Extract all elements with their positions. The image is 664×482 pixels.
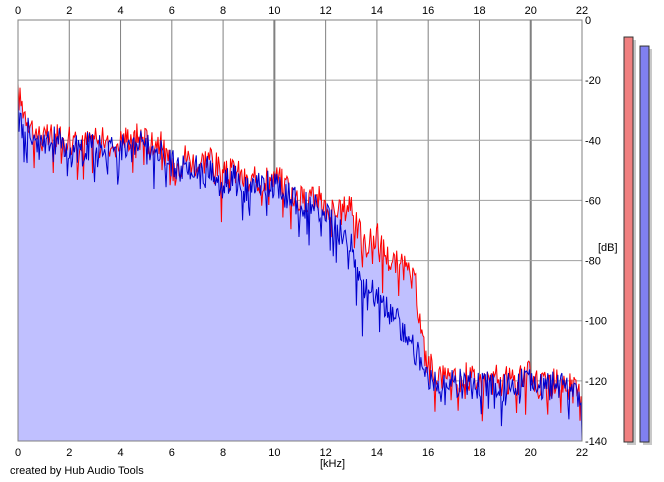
tick-label-x-top: 22: [576, 5, 588, 17]
tick-label-x-bottom: 20: [525, 447, 537, 459]
tick-label-x-top: 4: [117, 5, 123, 17]
tick-label-x-bottom: 4: [117, 447, 123, 459]
tick-label-x-top: 12: [320, 5, 332, 17]
tick-label-y: -20: [585, 75, 601, 87]
series-line-1: [17, 83, 583, 422]
tick-label-y: -120: [585, 376, 607, 388]
level-meter-right: [639, 45, 650, 443]
fill-layer: [18, 83, 582, 441]
x-axis-unit: [kHz]: [320, 458, 345, 470]
tick-label-x-top: 0: [15, 5, 21, 17]
y-axis-unit: [dB]: [598, 242, 618, 254]
tick-label-y: -80: [585, 256, 601, 268]
level-meters: [623, 36, 652, 446]
tick-label-x-bottom: 0: [15, 447, 21, 459]
tick-label-x-bottom: 10: [268, 447, 280, 459]
tick-label-x-top: 8: [220, 5, 226, 17]
tick-label-y: -40: [585, 135, 601, 147]
tick-label-x-top: 20: [525, 5, 537, 17]
level-meter-left: [623, 36, 634, 443]
tick-label-y: -140: [585, 436, 607, 448]
tick-label-y: -100: [585, 316, 607, 328]
tick-label-x-top: 14: [371, 5, 383, 17]
tick-label-x-bottom: 6: [169, 447, 175, 459]
tick-label-x-bottom: 22: [576, 447, 588, 459]
tick-label-x-bottom: 8: [220, 447, 226, 459]
series-line-2: [17, 97, 583, 442]
spectrum-area: [18, 83, 582, 441]
tick-label-x-top: 18: [473, 5, 485, 17]
plot-frame: [17, 19, 583, 442]
tick-label-y: 0: [585, 15, 591, 27]
tick-label-x-bottom: 18: [473, 447, 485, 459]
tick-label-x-top: 2: [66, 5, 72, 17]
tick-label-x-top: 16: [422, 5, 434, 17]
axis-layer: 002244668810101212141416161818202022220-…: [15, 5, 607, 459]
tick-label-x-bottom: 2: [66, 447, 72, 459]
tick-label-x-top: 6: [169, 5, 175, 17]
tick-label-x-bottom: 12: [320, 447, 332, 459]
credit-text: created by Hub Audio Tools: [10, 465, 144, 477]
tick-label-x-bottom: 16: [422, 447, 434, 459]
tick-label-y: -60: [585, 195, 601, 207]
series-layer: [17, 83, 583, 442]
tick-label-x-bottom: 14: [371, 447, 383, 459]
tick-label-x-top: 10: [268, 5, 280, 17]
